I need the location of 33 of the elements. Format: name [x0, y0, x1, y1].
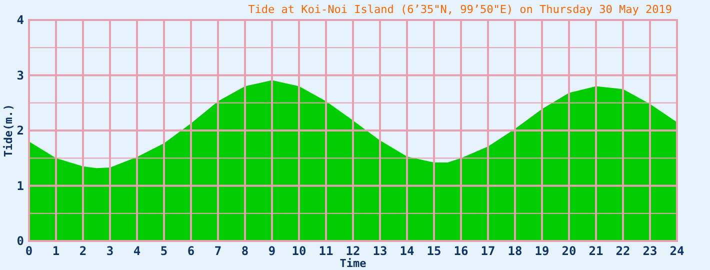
x-tick-label: 11 — [318, 244, 334, 258]
x-tick-label: 4 — [133, 244, 141, 258]
x-tick-label: 20 — [562, 244, 576, 258]
x-tick-label: 8 — [241, 244, 249, 258]
x-tick-label: 23 — [642, 244, 658, 258]
chart-title: Tide at Koi-Noi Island (6’35"N, 99’50"E) on Thursday 30 May 2019 — [248, 3, 672, 16]
y-tick-label: 4 — [16, 13, 24, 27]
y-tick-label: 2 — [16, 124, 24, 138]
y-tick-label: 3 — [16, 68, 24, 82]
x-tick-label: 0 — [25, 244, 33, 258]
x-tick-label: 19 — [534, 244, 550, 258]
x-tick-label: 13 — [372, 244, 388, 258]
x-tick-label: 6 — [187, 244, 195, 258]
x-tick-label: 12 — [346, 244, 360, 258]
x-tick-label: 14 — [400, 244, 414, 258]
x-tick-label: 3 — [106, 244, 114, 258]
x-tick-label: 17 — [480, 244, 496, 258]
x-tick-label: 9 — [268, 244, 276, 258]
x-axis-title: Time — [340, 257, 367, 270]
x-tick-label: 7 — [214, 244, 222, 258]
y-axis-title: Tide(m.) — [2, 104, 15, 157]
x-tick-label: 18 — [508, 244, 522, 258]
x-tick-label: 24 — [670, 244, 684, 258]
y-tick-label: 1 — [16, 178, 24, 193]
x-tick-label: 21 — [588, 244, 604, 258]
x-tick-label: 2 — [79, 244, 87, 258]
x-tick-label: 10 — [292, 244, 306, 258]
y-tick-label: 0 — [16, 234, 24, 248]
x-tick-label: 15 — [426, 244, 442, 258]
x-tick-label: 16 — [454, 244, 468, 258]
x-tick-label: 22 — [616, 244, 630, 258]
x-tick-label: 5 — [160, 244, 168, 258]
x-tick-label: 1 — [52, 244, 60, 258]
